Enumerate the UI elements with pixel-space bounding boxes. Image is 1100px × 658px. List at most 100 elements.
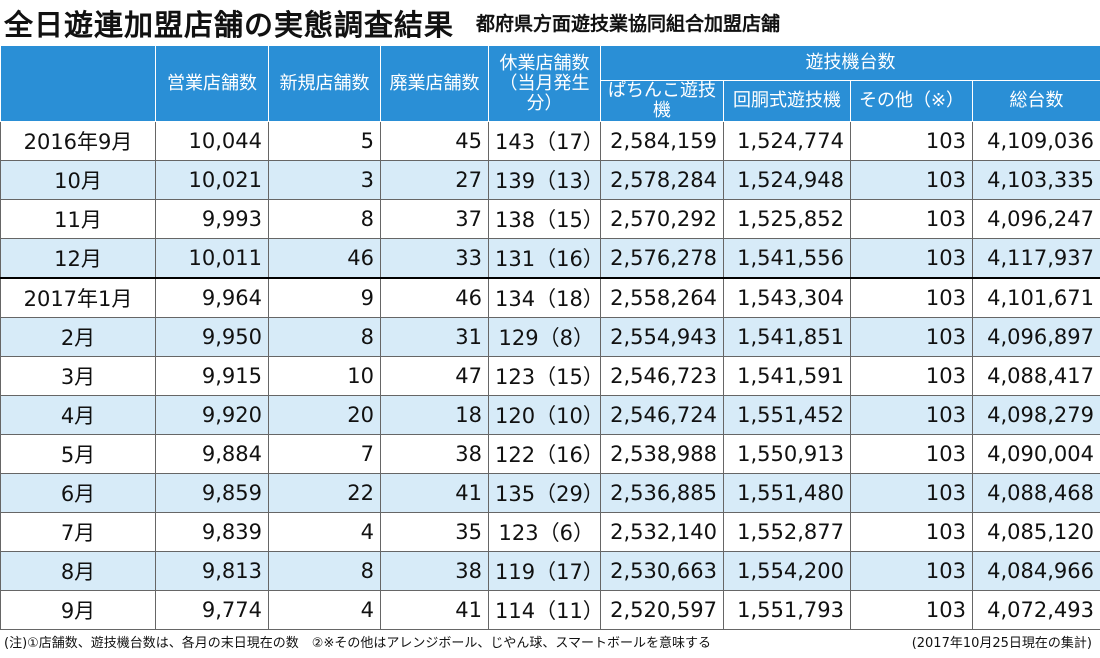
value-cell: 1,551,793 (723, 590, 851, 630)
value-cell: 2,570,292 (600, 199, 724, 239)
value-cell: 1,524,774 (723, 121, 851, 161)
value-cell: 9,859 (155, 473, 269, 513)
value-cell: 123（6） (488, 512, 601, 552)
table: 営業店舗数 新規店舗数 廃業店舗数 休業店舗数 （当月発生分） 遊技機台数 ぱちん… (0, 45, 1100, 630)
value-cell: 4,117,937 (972, 238, 1100, 279)
table-row: 7月 9,839 4 35 123（6） 2,532,140 1,552,877 103 4,0… (0, 512, 1100, 552)
table-row: 2月 9,950 8 31 129（8） 2,554,943 1,541,851 103 4,0… (0, 317, 1100, 357)
value-cell: 4,090,004 (972, 434, 1100, 474)
value-cell: 18 (380, 395, 489, 435)
value-cell: 2,538,988 (600, 434, 724, 474)
month-cell: 11月 (0, 199, 156, 239)
value-cell: 129（8） (488, 317, 601, 357)
value-cell: 22 (268, 473, 381, 513)
month-cell: 2月 (0, 317, 156, 357)
value-cell: 38 (380, 434, 489, 474)
value-cell: 1,541,591 (723, 356, 851, 396)
value-cell: 131（16） (488, 238, 604, 279)
value-cell: 2,546,724 (600, 395, 724, 435)
value-cell: 4,098,279 (972, 395, 1100, 435)
value-cell: 4,103,335 (972, 160, 1100, 200)
value-cell: 9,993 (155, 199, 269, 239)
value-cell: 9,920 (155, 395, 269, 435)
value-cell: 9,950 (155, 317, 269, 357)
value-cell: 119（17） (488, 551, 604, 591)
value-cell: 9,964 (155, 277, 269, 318)
value-cell: 138（15） (488, 199, 604, 239)
value-cell: 2,558,264 (600, 277, 724, 318)
value-cell: 4,072,493 (972, 590, 1100, 630)
value-cell: 123（15） (488, 356, 604, 396)
value-cell: 38 (380, 551, 489, 591)
month-cell: 5月 (0, 434, 156, 474)
column-header-line: 休業店舗数 (499, 52, 590, 74)
column-header: 回胴式遊技機 (723, 80, 851, 122)
value-cell: 9,774 (155, 590, 269, 630)
table-row: 2016年9月 10,044 5 45 143（17） 2,584,159 1,524,77… (0, 121, 1100, 161)
month-cell: 8月 (0, 551, 156, 591)
column-header: 新規店舗数 (268, 45, 381, 122)
value-cell: 1,524,948 (723, 160, 851, 200)
month-cell: 6月 (0, 473, 156, 513)
footnote: (注)①店舗数、遊技機台数は、各月の末日現在の数 ②※その他はアレンジボール、じ… (4, 636, 711, 651)
value-cell: 103 (850, 121, 973, 161)
value-cell: 8 (268, 199, 381, 239)
column-header: その他（※） (850, 80, 973, 122)
value-cell: 103 (850, 473, 973, 513)
value-cell: 2,530,663 (600, 551, 724, 591)
value-cell: 4,085,120 (972, 512, 1100, 552)
table-body: 2016年9月 10,044 5 45 143（17） 2,584,159 1,524,77… (0, 121, 1100, 630)
value-cell: 9,839 (155, 512, 269, 552)
value-cell: 45 (380, 121, 489, 161)
value-cell: 103 (850, 395, 973, 435)
value-cell: 3 (268, 160, 381, 200)
table-row: 11月 9,993 8 37 138（15） 2,570,292 1,525,852 103 4… (0, 199, 1100, 239)
value-cell: 4 (268, 590, 381, 630)
month-cell: 2016年9月 (0, 121, 156, 161)
month-cell: 12月 (0, 238, 156, 279)
column-header: 廃業店舗数 (380, 45, 489, 122)
value-cell: 135（29） (488, 473, 604, 513)
header: 全日遊連加盟店舗の実態調査結果 都府県方面遊技業協同組合加盟店舗 (0, 0, 1100, 45)
value-cell: 27 (380, 160, 489, 200)
value-cell: 4,084,966 (972, 551, 1100, 591)
value-cell: 1,551,480 (723, 473, 851, 513)
value-cell: 103 (850, 590, 973, 630)
value-cell: 103 (850, 199, 973, 239)
value-cell: 1,543,304 (723, 277, 851, 318)
month-cell: 7月 (0, 512, 156, 552)
value-cell: 10,044 (155, 121, 269, 161)
value-cell: 10,021 (155, 160, 269, 200)
month-cell: 3月 (0, 356, 156, 396)
value-cell: 103 (850, 551, 973, 591)
value-cell: 9,884 (155, 434, 269, 474)
value-cell: 2,520,597 (600, 590, 724, 630)
month-cell: 2017年1月 (0, 277, 156, 318)
value-cell: 103 (850, 512, 973, 552)
value-cell: 2,554,943 (600, 317, 724, 357)
value-cell: 41 (380, 590, 489, 630)
value-cell: 2,578,284 (600, 160, 724, 200)
table-row: 4月 9,920 20 18 120（10） 2,546,724 1,551,452 103 4… (0, 395, 1100, 435)
table-row: 9月 9,774 4 41 114（11） 2,520,597 1,551,793 103 4,… (0, 590, 1100, 630)
value-cell: 9,915 (155, 356, 269, 396)
value-cell: 2,532,140 (600, 512, 724, 552)
table-row: 5月 9,884 7 38 122（16） 2,538,988 1,550,913 103 4,… (0, 434, 1100, 474)
value-cell: 46 (380, 277, 489, 318)
table-row: 10月 10,021 3 27 139（13） 2,578,284 1,524,948 103… (0, 160, 1100, 200)
value-cell: 103 (850, 160, 973, 200)
month-cell: 10月 (0, 160, 156, 200)
value-cell: 31 (380, 317, 489, 357)
value-cell: 5 (268, 121, 381, 161)
column-header-line: （当月発生分） (499, 72, 590, 114)
value-cell: 4,096,247 (972, 199, 1100, 239)
table-row: 6月 9,859 22 41 135（29） 2,536,885 1,551,480 103 4… (0, 473, 1100, 513)
value-cell: 120（10） (488, 395, 604, 435)
value-cell: 134（18） (488, 277, 604, 318)
value-cell: 47 (380, 356, 489, 396)
value-cell: 103 (850, 238, 973, 279)
value-cell: 20 (268, 395, 381, 435)
value-cell: 35 (380, 512, 489, 552)
table-row: 3月 9,915 10 47 123（15） 2,546,723 1,541,591 103 4… (0, 356, 1100, 396)
value-cell: 1,525,852 (723, 199, 851, 239)
